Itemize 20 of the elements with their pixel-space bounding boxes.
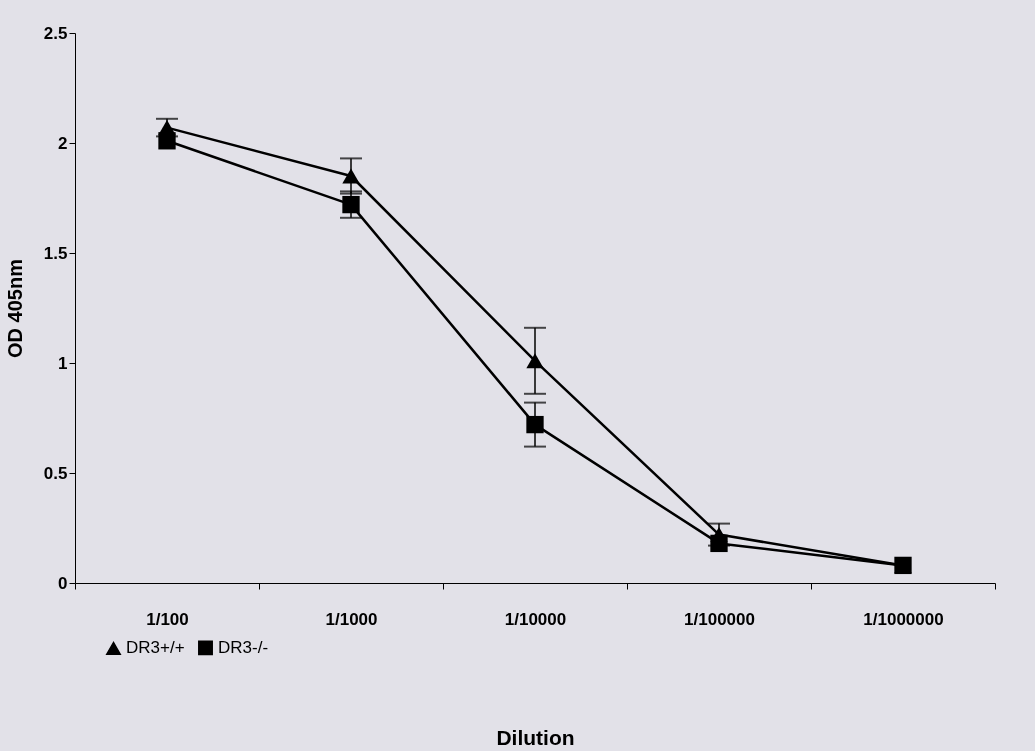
legend-label: DR3-/- [218,637,269,657]
point [526,353,544,369]
y-axis-title: OD 405nm [3,259,26,358]
y-tick-label: 0.5 [43,463,68,483]
x-tick-label: 1/1000 [325,609,378,629]
point [342,168,360,184]
y-tick-label: 2.5 [43,23,68,43]
x-axis-title: Dilution [496,725,575,749]
x-tick-label: 1/100 [146,609,189,629]
y-tick-label: 0 [58,573,68,593]
legend-label: DR3+/+ [126,638,185,658]
x-tick-label: 1/100000 [684,609,755,629]
point [526,415,544,434]
x-tick-label: 1/1000000 [863,609,944,629]
point [710,527,728,543]
y-tick-label: 1.5 [43,243,68,263]
y-tick-label: 1 [58,353,68,373]
y-tick-label: 2 [58,133,68,153]
point [342,195,360,214]
x-tick-label: 1/10000 [504,609,567,629]
